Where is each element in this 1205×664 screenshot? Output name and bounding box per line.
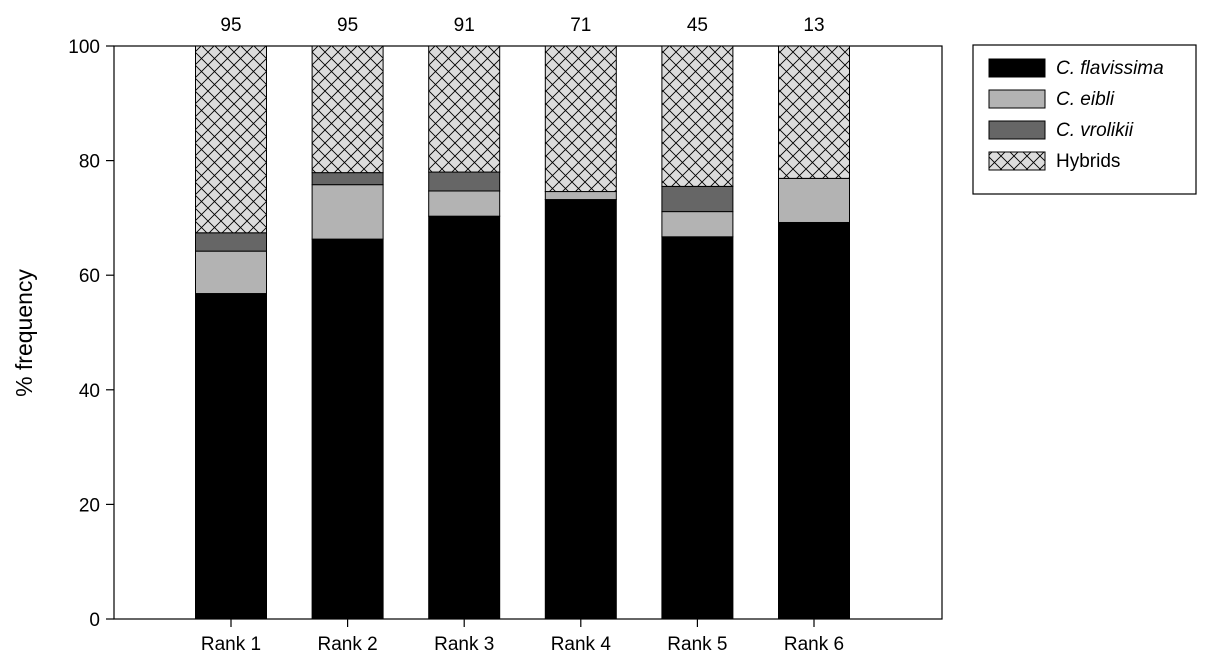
bar-segment-c-eibli-1 [195, 250, 267, 295]
legend: C. flavissima C. eibli C. vrolikii Hybrids [972, 44, 1197, 195]
bar-segment-c-flavissima-2 [311, 238, 384, 620]
legend-label-2: C. eibli [1056, 89, 1115, 110]
legend-swatch-2 [988, 89, 1046, 109]
sample-size-label-4: 71 [570, 15, 591, 36]
bar-segment-c-eibli-3 [428, 190, 501, 217]
y-tick-label-80: 80 [79, 152, 100, 173]
bar-segment-c-flavissima-1 [195, 293, 267, 620]
bar-segment-hybrids-6 [778, 45, 850, 179]
bar-segment-c-flavissima-4 [544, 199, 617, 620]
sample-size-label-3: 91 [454, 15, 475, 36]
bar-segment-hybrids-5 [661, 45, 734, 187]
x-tick-label-2: Rank 2 [317, 634, 377, 655]
plot-area: 0 20 40 60 80 100 Rank 1 95 Rank 2 95 Rank 3 91 Rank… [68, 15, 943, 655]
bar-segment-c-flavissima-5 [661, 236, 734, 620]
bar-segment-c-flavissima-3 [428, 215, 501, 620]
legend-swatch-1 [988, 58, 1046, 78]
bar-segment-c-eibli-4 [544, 191, 617, 201]
legend-swatch-4 [988, 151, 1046, 171]
sample-size-label-2: 95 [337, 15, 358, 36]
bar-segment-c-eibli-5 [661, 211, 734, 238]
legend-swatch-3 [988, 120, 1046, 140]
y-tick-label-40: 40 [79, 381, 100, 402]
bar-segment-hybrids-2 [311, 45, 384, 174]
sample-size-label-1: 95 [220, 15, 241, 36]
y-tick-label-20: 20 [79, 495, 100, 516]
legend-label-4: Hybrids [1056, 151, 1120, 172]
bar-segment-c-vrolikii-3 [428, 171, 501, 192]
bar-segment-c-flavissima-6 [778, 221, 850, 620]
x-tick-label-6: Rank 6 [784, 634, 844, 655]
legend-label-1: C. flavissima [1056, 58, 1164, 79]
x-tick-label-1: Rank 1 [201, 634, 261, 655]
x-tick-label-3: Rank 3 [434, 634, 494, 655]
y-tick-label-60: 60 [79, 266, 100, 287]
sample-size-label-5: 45 [687, 15, 708, 36]
bar-segment-c-vrolikii-1 [195, 232, 267, 252]
y-tick-label-0: 0 [89, 610, 100, 631]
bar-segment-c-vrolikii-5 [661, 185, 734, 213]
bar-segment-hybrids-1 [195, 45, 267, 234]
bar-segment-c-eibli-2 [311, 184, 384, 240]
y-axis-title: % frequency [11, 269, 37, 397]
bar-segment-hybrids-3 [428, 45, 501, 173]
y-tick-label-100: 100 [68, 37, 100, 58]
bar-segment-c-eibli-6 [778, 177, 850, 223]
x-tick-label-5: Rank 5 [667, 634, 727, 655]
plot-frame [113, 45, 943, 620]
sample-size-label-6: 13 [803, 15, 824, 36]
x-tick-label-4: Rank 4 [551, 634, 612, 655]
bar-segment-hybrids-4 [544, 45, 617, 193]
legend-label-3: C. vrolikii [1056, 120, 1134, 141]
bar-segment-c-vrolikii-2 [311, 172, 384, 186]
